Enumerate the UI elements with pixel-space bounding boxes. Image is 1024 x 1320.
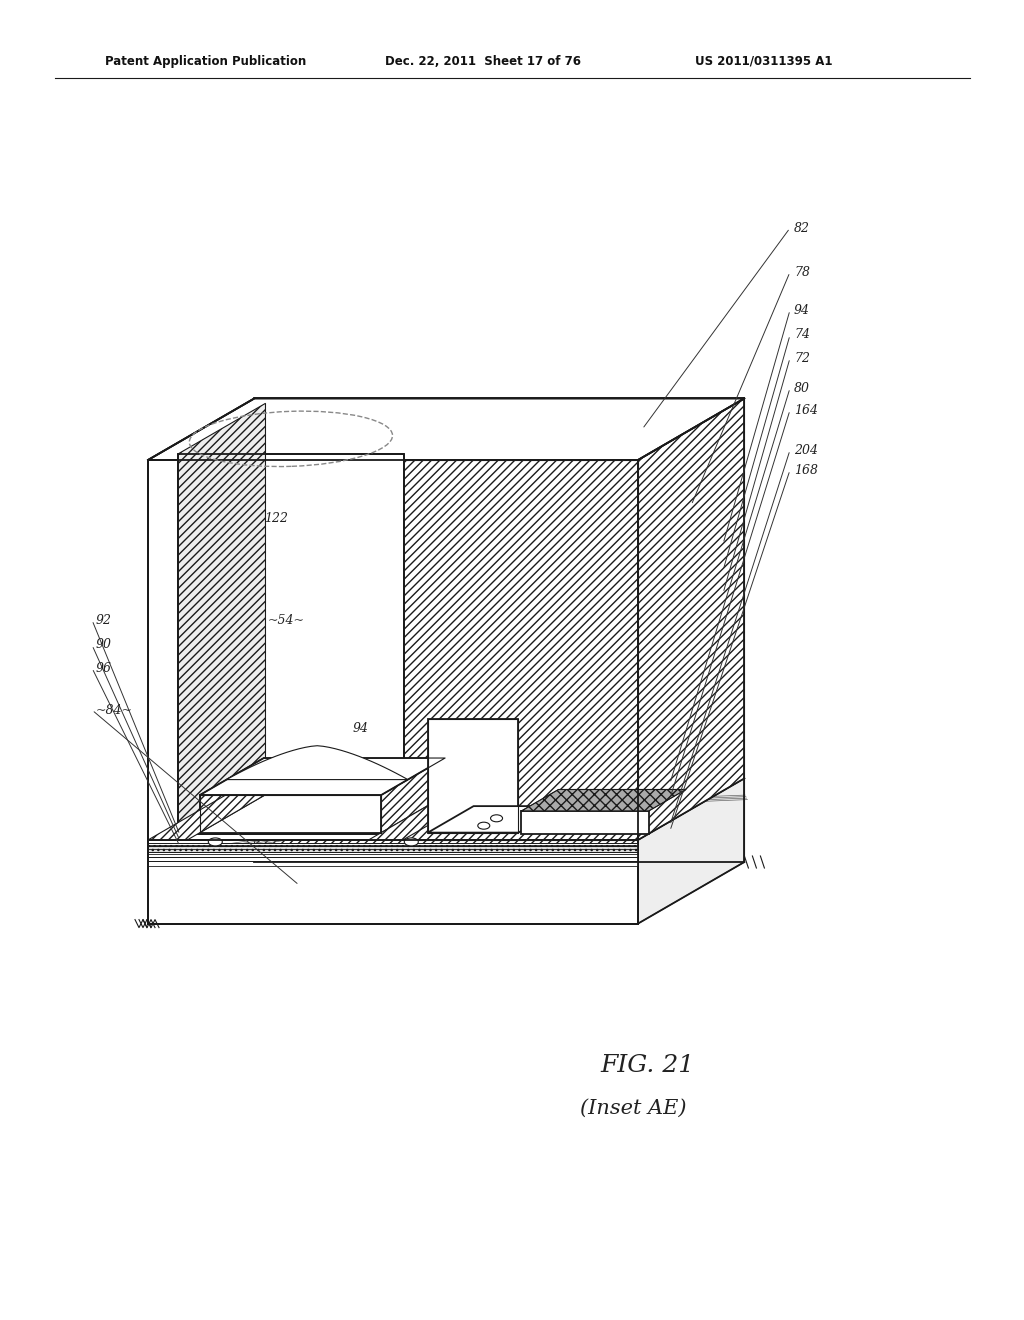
- Text: US 2011/0311395 A1: US 2011/0311395 A1: [695, 55, 833, 69]
- Text: 78: 78: [794, 265, 810, 279]
- Polygon shape: [254, 779, 744, 862]
- Polygon shape: [178, 404, 265, 834]
- Text: 168: 168: [794, 463, 818, 477]
- Polygon shape: [521, 810, 648, 834]
- Polygon shape: [428, 718, 518, 833]
- Text: ~54~: ~54~: [267, 614, 305, 627]
- Polygon shape: [254, 399, 744, 779]
- Text: 82: 82: [794, 222, 810, 235]
- Text: 90: 90: [96, 639, 112, 652]
- Text: FIG. 21: FIG. 21: [600, 1053, 694, 1077]
- Ellipse shape: [478, 822, 489, 829]
- Polygon shape: [638, 399, 744, 840]
- Text: 80: 80: [794, 381, 810, 395]
- Polygon shape: [200, 795, 381, 833]
- Text: 94: 94: [794, 304, 810, 317]
- Polygon shape: [148, 399, 744, 459]
- Text: 74: 74: [794, 329, 810, 342]
- Text: 72: 72: [794, 351, 810, 364]
- Polygon shape: [428, 807, 564, 833]
- Polygon shape: [226, 746, 408, 780]
- Text: 94: 94: [352, 722, 369, 735]
- Polygon shape: [148, 459, 402, 840]
- Text: 164: 164: [794, 404, 818, 417]
- Polygon shape: [148, 861, 638, 866]
- Polygon shape: [148, 840, 638, 924]
- Ellipse shape: [490, 814, 503, 822]
- Polygon shape: [148, 857, 638, 861]
- Polygon shape: [148, 779, 294, 840]
- Polygon shape: [200, 758, 445, 795]
- Polygon shape: [200, 758, 264, 833]
- Polygon shape: [369, 779, 509, 840]
- Text: 96: 96: [96, 661, 112, 675]
- Polygon shape: [148, 846, 638, 853]
- Polygon shape: [148, 853, 638, 857]
- Text: 204: 204: [794, 444, 818, 457]
- Polygon shape: [521, 789, 686, 810]
- Polygon shape: [178, 454, 403, 834]
- Text: (Inset AE): (Inset AE): [580, 1098, 686, 1118]
- Polygon shape: [638, 779, 744, 924]
- Text: ~84~: ~84~: [96, 704, 133, 717]
- Text: Patent Application Publication: Patent Application Publication: [105, 55, 306, 69]
- Ellipse shape: [208, 838, 222, 846]
- Polygon shape: [381, 758, 445, 833]
- Polygon shape: [402, 459, 638, 840]
- Ellipse shape: [404, 838, 419, 846]
- Text: Dec. 22, 2011  Sheet 17 of 76: Dec. 22, 2011 Sheet 17 of 76: [385, 55, 581, 69]
- Text: 122: 122: [264, 512, 288, 525]
- Polygon shape: [148, 843, 638, 846]
- Text: 92: 92: [96, 614, 112, 627]
- Polygon shape: [148, 779, 744, 840]
